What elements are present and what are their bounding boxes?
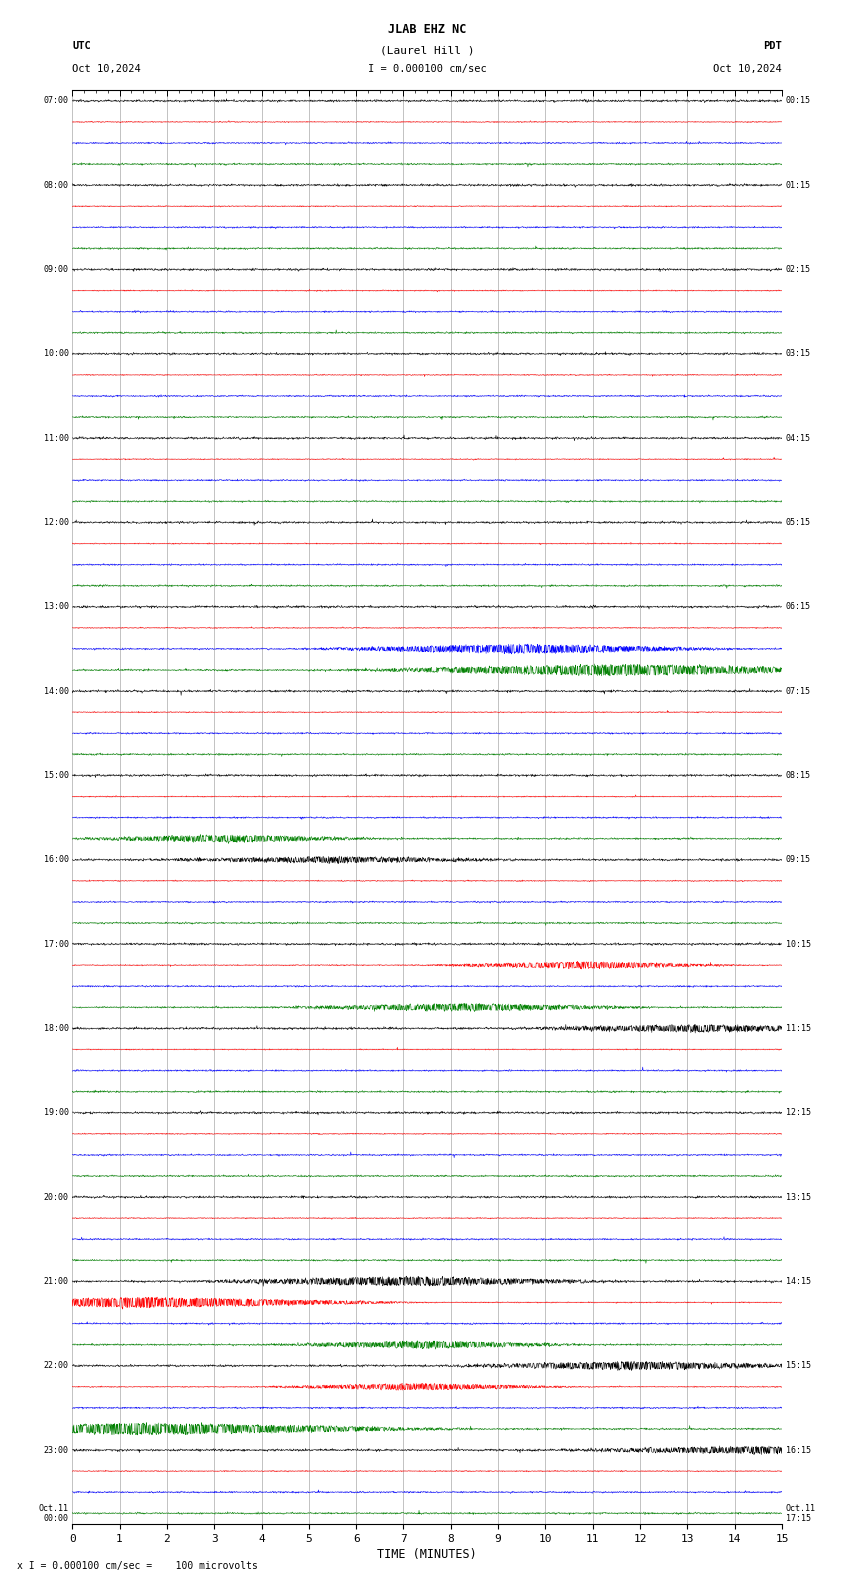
Text: 18:00: 18:00: [43, 1023, 69, 1033]
Text: 07:15: 07:15: [785, 686, 811, 695]
Text: 15:00: 15:00: [43, 771, 69, 779]
Text: 12:15: 12:15: [785, 1109, 811, 1117]
Text: 13:15: 13:15: [785, 1193, 811, 1202]
Text: 07:00: 07:00: [43, 97, 69, 105]
Text: 10:00: 10:00: [43, 350, 69, 358]
Text: 23:00: 23:00: [43, 1446, 69, 1454]
Text: 21:00: 21:00: [43, 1277, 69, 1286]
Text: 14:00: 14:00: [43, 686, 69, 695]
Text: 05:15: 05:15: [785, 518, 811, 527]
Text: PDT: PDT: [763, 41, 782, 51]
Text: JLAB EHZ NC: JLAB EHZ NC: [388, 24, 467, 36]
Text: 08:00: 08:00: [43, 181, 69, 190]
X-axis label: TIME (MINUTES): TIME (MINUTES): [377, 1548, 477, 1560]
Text: 10:15: 10:15: [785, 939, 811, 949]
Text: 12:00: 12:00: [43, 518, 69, 527]
Text: 11:15: 11:15: [785, 1023, 811, 1033]
Text: 06:15: 06:15: [785, 602, 811, 611]
Text: (Laurel Hill ): (Laurel Hill ): [380, 46, 474, 55]
Text: Oct 10,2024: Oct 10,2024: [713, 65, 782, 74]
Text: 02:15: 02:15: [785, 265, 811, 274]
Text: 13:00: 13:00: [43, 602, 69, 611]
Text: UTC: UTC: [72, 41, 91, 51]
Text: 15:15: 15:15: [785, 1361, 811, 1370]
Text: 11:00: 11:00: [43, 434, 69, 442]
Text: x I = 0.000100 cm/sec =    100 microvolts: x I = 0.000100 cm/sec = 100 microvolts: [17, 1562, 258, 1571]
Text: 16:00: 16:00: [43, 855, 69, 865]
Text: 17:00: 17:00: [43, 939, 69, 949]
Text: 14:15: 14:15: [785, 1277, 811, 1286]
Text: 04:15: 04:15: [785, 434, 811, 442]
Text: 00:15: 00:15: [785, 97, 811, 105]
Text: 03:15: 03:15: [785, 350, 811, 358]
Text: 20:00: 20:00: [43, 1193, 69, 1202]
Text: 08:15: 08:15: [785, 771, 811, 779]
Text: 01:15: 01:15: [785, 181, 811, 190]
Text: I = 0.000100 cm/sec: I = 0.000100 cm/sec: [368, 65, 486, 74]
Text: 09:00: 09:00: [43, 265, 69, 274]
Text: 16:15: 16:15: [785, 1446, 811, 1454]
Text: 19:00: 19:00: [43, 1109, 69, 1117]
Text: Oct 10,2024: Oct 10,2024: [72, 65, 141, 74]
Text: 22:00: 22:00: [43, 1361, 69, 1370]
Text: Oct.11
17:15: Oct.11 17:15: [785, 1503, 815, 1522]
Text: 09:15: 09:15: [785, 855, 811, 865]
Text: Oct.11
00:00: Oct.11 00:00: [39, 1503, 69, 1522]
